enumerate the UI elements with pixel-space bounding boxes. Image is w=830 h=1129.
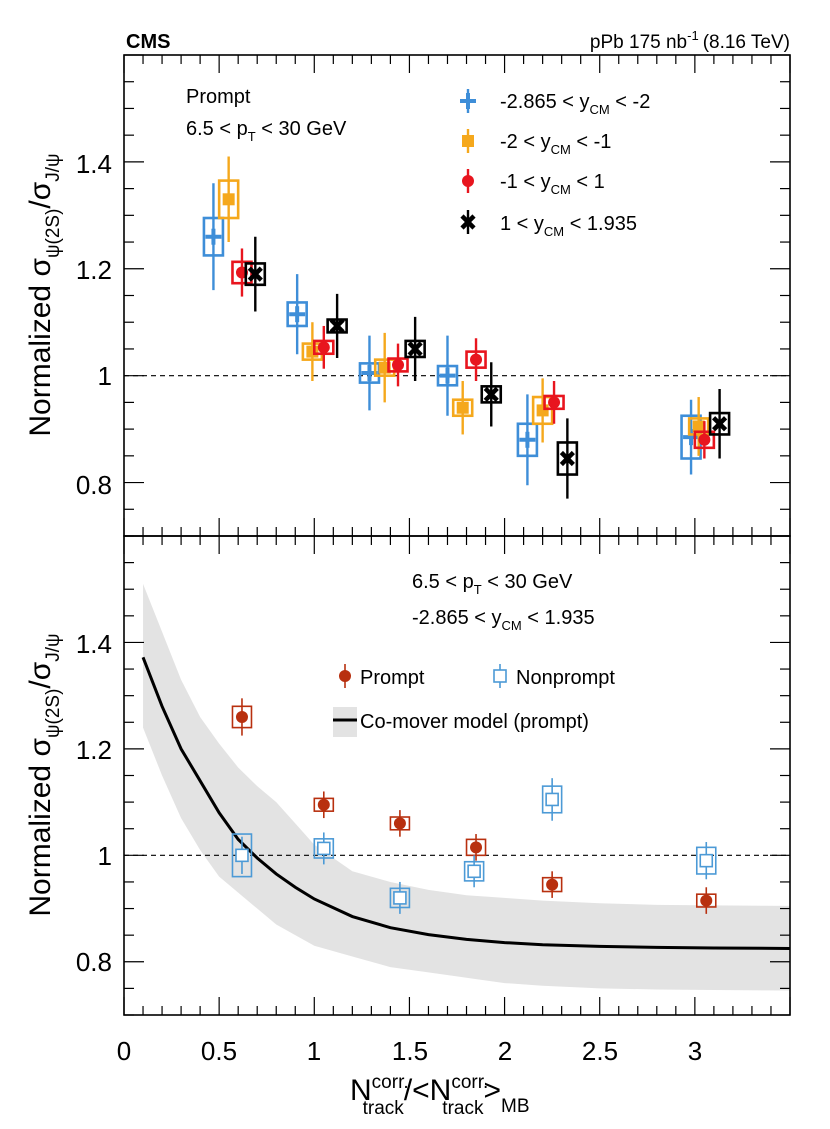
data-point xyxy=(536,404,549,417)
top-ytick-label-0.8: 0.8 xyxy=(76,470,112,500)
comover-curve xyxy=(141,656,791,950)
data-point xyxy=(393,817,406,830)
xtick-label-2.5: 2.5 xyxy=(582,1036,618,1066)
xtick-label-1.5: 1.5 xyxy=(392,1036,428,1066)
data-point xyxy=(329,318,345,334)
data-point xyxy=(317,341,330,354)
xtick-label-3: 3 xyxy=(688,1036,702,1066)
data-point xyxy=(407,341,423,357)
data-point xyxy=(222,193,235,206)
top-selection-label: Prompt xyxy=(186,86,251,108)
comover-band-group xyxy=(141,583,791,991)
data-point xyxy=(483,386,499,402)
top-legend-label-1: -2 < yCM < -1 xyxy=(500,131,611,157)
xlabel: Ncorr. track/<Ncorr. track>MB xyxy=(350,1072,530,1119)
data-point xyxy=(546,878,559,891)
data-point xyxy=(306,345,319,358)
data-point xyxy=(548,396,561,409)
top-pt-label: 6.5 < pT < 30 GeV xyxy=(186,118,347,144)
bottom-ytick-labels: 0.8 1 1.2 1.4 xyxy=(76,629,112,977)
bottom-ytick-label-1.4: 1.4 xyxy=(76,629,112,659)
legend-prompt-label: Prompt xyxy=(360,667,425,689)
legend-nonprompt-label: Nonprompt xyxy=(516,667,615,689)
data-point xyxy=(470,353,483,366)
top-panel: 0.8 1 1.2 1.4 Normalized σψ(2S)/σJ/ψ Pro… xyxy=(24,54,791,537)
data-point xyxy=(247,266,263,282)
top-legend-label-2: -1 < yCM < 1 xyxy=(500,171,605,197)
data-point xyxy=(699,853,714,868)
top-data-points xyxy=(202,156,731,499)
top-ytick-label-1.4: 1.4 xyxy=(76,149,112,179)
data-point xyxy=(316,841,331,856)
data-point xyxy=(700,894,713,907)
bottom-data-points xyxy=(231,698,717,914)
data-point xyxy=(317,798,330,811)
top-legend-label-3: 1 < yCM < 1.935 xyxy=(500,213,637,239)
data-point xyxy=(692,420,705,433)
data-point xyxy=(393,891,407,905)
data-point xyxy=(456,401,469,414)
top-ytick-label-1.2: 1.2 xyxy=(76,255,112,285)
data-point xyxy=(559,450,575,467)
xtick-label-0.5: 0.5 xyxy=(201,1036,237,1066)
lumi-label: pPb 175 nb-1 (8.16 TeV) xyxy=(590,28,790,53)
syst-box xyxy=(231,833,253,878)
legend-marker-nonprompt xyxy=(493,669,507,683)
data-point xyxy=(712,416,728,432)
bottom-legend: Prompt Nonprompt Co-mover model (prompt) xyxy=(333,664,615,737)
xtick-label-0: 0 xyxy=(117,1036,131,1066)
data-point xyxy=(235,710,248,723)
data-point xyxy=(235,848,249,863)
top-ytick-labels: 0.8 1 1.2 1.4 xyxy=(76,149,112,500)
data-point xyxy=(470,841,483,854)
legend-marker xyxy=(460,214,476,230)
legend-marker xyxy=(462,175,474,187)
legend-marker-prompt xyxy=(339,670,351,682)
bottom-ticks xyxy=(123,535,791,1016)
bottom-ylabel: Normalized σψ(2S)/σJ/ψ xyxy=(24,633,64,916)
data-point xyxy=(545,792,559,807)
data-point xyxy=(467,864,481,879)
legend-marker xyxy=(462,135,474,147)
legend-band xyxy=(333,707,357,737)
top-legend: -2.865 < yCM < -2 -2 < yCM < -1 -1 < yCM… xyxy=(460,89,650,239)
data-point xyxy=(698,433,711,446)
data-point xyxy=(392,358,405,371)
top-ylabel: Normalized σψ(2S)/σJ/ψ xyxy=(24,153,64,436)
bottom-ytick-label-0.8: 0.8 xyxy=(76,947,112,977)
top-ytick-label-1: 1 xyxy=(98,361,112,391)
bottom-pt-label: 6.5 < pT < 30 GeV xyxy=(412,571,573,597)
cms-label: CMS xyxy=(126,31,170,53)
xtick-labels: 0 0.5 1 1.5 2 2.5 3 xyxy=(117,1036,702,1066)
legend-model-label: Co-mover model (prompt) xyxy=(360,711,589,733)
bottom-y-label: -2.865 < yCM < 1.935 xyxy=(412,607,595,633)
xtick-label-1: 1 xyxy=(307,1036,321,1066)
bottom-panel: 0.8 1 1.2 1.4 Normalized σψ(2S)/σJ/ψ 6.5… xyxy=(24,535,791,1016)
bottom-ytick-label-1.2: 1.2 xyxy=(76,735,112,765)
top-legend-label-0: -2.865 < yCM < -2 xyxy=(500,91,650,117)
comover-band xyxy=(143,583,790,991)
bottom-ytick-label-1: 1 xyxy=(98,841,112,871)
xtick-label-2: 2 xyxy=(498,1036,512,1066)
